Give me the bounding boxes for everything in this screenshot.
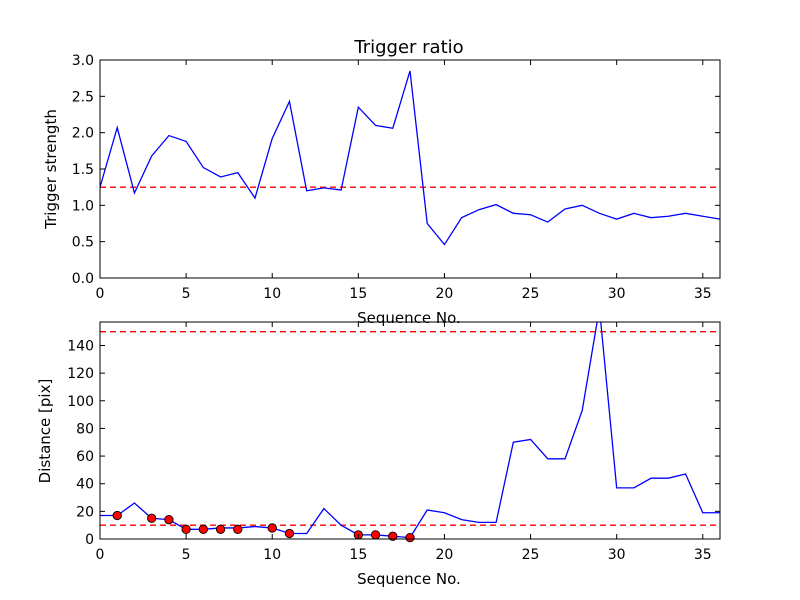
bottom-data-marker (233, 524, 243, 534)
bottom-data-marker (164, 514, 174, 525)
top-y-tick-label: 0.5 (72, 235, 94, 251)
bottom-x-tick-label: 35 (694, 547, 712, 563)
top-y-tick-label: 2.0 (72, 126, 94, 142)
bottom-y-tick-label: 100 (67, 394, 94, 410)
bottom-y-tick-label: 20 (76, 504, 94, 520)
top-chart-title: Trigger ratio (353, 37, 463, 58)
top-y-tick-label: 1.0 (72, 198, 94, 214)
bottom-y-tick-label: 80 (76, 421, 94, 437)
bottom-series-line (100, 322, 720, 539)
top-y-tick-label: 1.5 (72, 162, 94, 178)
bottom-data-marker (181, 524, 191, 534)
bottom-data-marker (370, 530, 381, 540)
top-plot-area: 0 5 10 15 20 25 30 35 0.0 0.5 1.0 1.5 2.0 2.5 3.0 (72, 53, 721, 302)
bottom-y-tick-label: 120 (67, 366, 94, 382)
bottom-data-marker (215, 524, 226, 534)
bottom-plot-area: 0 5 10 15 20 25 30 35 0 20 40 60 80 100 120 140 (67, 321, 721, 563)
bottom-x-tick-label: 30 (608, 547, 626, 563)
bottom-x-tick-label: 25 (522, 547, 540, 563)
bottom-data-marker (267, 523, 277, 533)
top-y-tick-label: 2.5 (72, 89, 94, 105)
top-chart: Trigger ratio 0 5 10 15 20 25 30 35 0.0 0.5 1.0 1.5… (42, 37, 721, 327)
bottom-data-marker (112, 510, 122, 521)
top-x-tick-label: 20 (436, 286, 454, 302)
bottom-data-marker (284, 528, 295, 539)
bottom-axes-frame (99, 321, 721, 540)
bottom-data-marker (147, 513, 157, 523)
top-x-tick-label: 0 (96, 286, 105, 302)
top-x-axis-label: Sequence No. (357, 309, 461, 327)
bottom-x-tick-label: 5 (182, 547, 191, 563)
bottom-y-axis-label: Distance [pix] (36, 379, 54, 484)
bottom-chart: 0 5 10 15 20 25 30 35 0 20 40 60 80 100 120 140 Sequenc… (36, 321, 721, 588)
top-x-tick-label: 25 (522, 286, 540, 302)
bottom-x-tick-label: 15 (349, 547, 367, 563)
bottom-y-tick-label: 0 (85, 532, 94, 548)
bottom-y-tick-label: 140 (67, 338, 94, 354)
bottom-x-axis-label: Sequence No. (357, 570, 461, 588)
bottom-y-tick-label: 60 (76, 449, 94, 465)
top-y-tick-label: 3.0 (72, 53, 94, 69)
top-axes-frame (99, 59, 721, 279)
bottom-data-marker (388, 531, 398, 541)
bottom-data-marker (405, 532, 415, 543)
bottom-x-tick-label: 10 (263, 547, 281, 563)
top-x-tick-label: 35 (694, 286, 712, 302)
top-series-line (100, 70, 720, 246)
top-x-tick-label: 30 (608, 286, 626, 302)
bottom-x-tick-label: 20 (436, 547, 454, 563)
top-x-tick-label: 10 (263, 286, 281, 302)
top-x-tick-label: 15 (349, 286, 367, 302)
bottom-y-tick-label: 40 (76, 477, 94, 493)
bottom-data-marker (198, 524, 208, 534)
top-y-tick-label: 0.0 (72, 271, 94, 287)
bottom-x-tick-label: 0 (96, 547, 105, 563)
top-y-axis-label: Trigger strength (42, 109, 60, 230)
top-x-tick-label: 5 (182, 286, 191, 302)
